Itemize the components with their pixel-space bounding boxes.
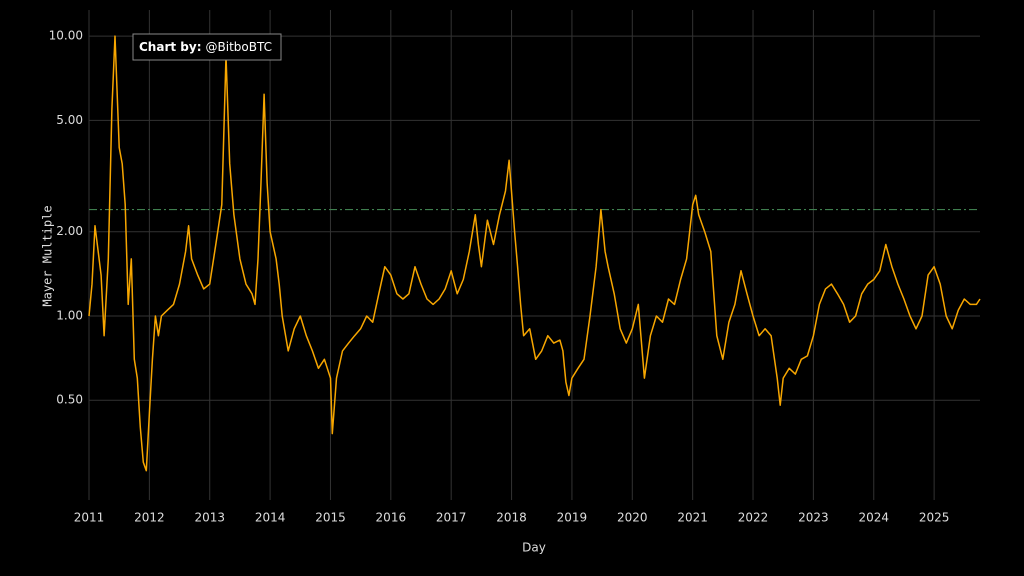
y-tick-label: 0.50 xyxy=(56,393,83,407)
x-tick-label: 2020 xyxy=(617,511,648,525)
x-tick-label: 2025 xyxy=(919,511,950,525)
y-tick-label: 1.00 xyxy=(56,308,83,322)
annotation-text: Chart by: @BitboBTC xyxy=(139,40,272,54)
x-tick-label: 2015 xyxy=(315,511,346,525)
x-tick-label: 2012 xyxy=(134,511,165,525)
x-tick-label: 2016 xyxy=(376,511,407,525)
y-tick-label: 5.00 xyxy=(56,113,83,127)
annotation-label: Chart by: xyxy=(139,40,202,54)
annotation: Chart by: @BitboBTC xyxy=(132,33,282,61)
y-tick-label: 10.00 xyxy=(49,29,83,43)
x-tick-label: 2018 xyxy=(496,511,527,525)
data-line xyxy=(88,35,981,472)
y-tick-label: 2.00 xyxy=(56,224,83,238)
x-tick-label: 2022 xyxy=(738,511,769,525)
y-axis-title: Mayer Multiple xyxy=(41,205,55,306)
x-tick-label: 2021 xyxy=(677,511,708,525)
annotation-value: @BitboBTC xyxy=(206,40,272,54)
x-tick-label: 2017 xyxy=(436,511,467,525)
x-tick-label: 2023 xyxy=(798,511,829,525)
x-tick-label: 2013 xyxy=(194,511,225,525)
x-tick-label: 2014 xyxy=(255,511,286,525)
x-tick-label: 2024 xyxy=(858,511,889,525)
x-tick-label: 2011 xyxy=(74,511,105,525)
x-tick-label: 2019 xyxy=(557,511,588,525)
annotation-box xyxy=(132,33,282,61)
x-axis-title: Day xyxy=(522,541,546,555)
